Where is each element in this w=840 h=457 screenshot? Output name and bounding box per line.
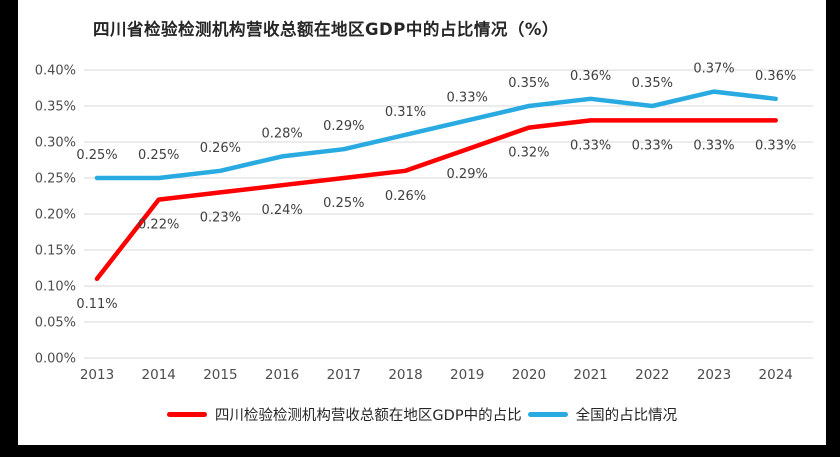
data-label-series-0: 0.33% (570, 138, 611, 153)
legend-line-sample-blue (527, 412, 568, 417)
x-tick-label: 2017 (327, 367, 361, 383)
x-tick-label: 2021 (573, 367, 607, 383)
series-line-0 (94, 118, 778, 282)
x-tick-label: 2019 (450, 367, 484, 383)
x-tick-label: 2014 (142, 367, 176, 383)
data-label-series-1: 0.35% (632, 76, 673, 91)
x-tick-label: 2023 (697, 367, 731, 383)
y-tick-label: 0.15% (35, 244, 76, 259)
data-label-series-1: 0.31% (385, 105, 426, 120)
x-tick-label: 2015 (203, 367, 237, 383)
x-tick-label: 2016 (265, 367, 299, 383)
legend: 四川检验检测机构营收总额在地区GDP中的占比 全国的占比情况 (18, 404, 826, 425)
y-tick-label: 0.05% (35, 316, 76, 331)
legend-item-sichuan: 四川检验检测机构营收总额在地区GDP中的占比 (166, 404, 522, 425)
x-tick-label: 2018 (388, 367, 422, 383)
data-label-series-0: 0.23% (200, 210, 241, 225)
chart-title: 四川省检验检测机构营收总额在地区GDP中的占比情况（%） (93, 20, 559, 39)
y-tick-label: 0.25% (35, 172, 76, 187)
y-tick-label: 0.00% (35, 352, 76, 367)
x-tick-label: 2024 (759, 367, 793, 383)
y-tick-label: 0.35% (35, 100, 76, 115)
data-label-series-0: 0.33% (755, 138, 796, 153)
data-label-series-1: 0.36% (570, 69, 611, 84)
y-tick-label: 0.40% (35, 64, 76, 79)
data-label-series-1: 0.36% (755, 69, 796, 84)
data-label-series-1: 0.33% (447, 90, 488, 105)
data-label-series-1: 0.28% (261, 126, 302, 141)
legend-item-national: 全国的占比情况 (527, 404, 678, 425)
y-tick-label: 0.10% (35, 280, 76, 295)
data-label-series-0: 0.29% (447, 167, 488, 182)
legend-label-national: 全国的占比情况 (575, 408, 678, 424)
x-tick-label: 2020 (512, 367, 546, 383)
legend-line-sample-red (166, 412, 207, 417)
data-label-series-0: 0.32% (508, 146, 549, 161)
data-label-series-0: 0.33% (693, 138, 734, 153)
y-tick-label: 0.30% (35, 136, 76, 151)
data-label-series-1: 0.29% (323, 119, 364, 134)
data-label-series-1: 0.35% (508, 76, 549, 91)
data-label-series-0: 0.24% (261, 203, 302, 218)
data-label-series-1: 0.25% (138, 148, 179, 163)
plot-area: 0.00%0.05%0.10%0.15%0.20%0.25%0.30%0.35%… (35, 62, 813, 383)
data-label-series-1: 0.26% (200, 141, 241, 156)
data-label-series-1: 0.37% (693, 62, 734, 77)
y-tick-label: 0.20% (35, 208, 76, 223)
x-tick-label: 2022 (635, 367, 669, 383)
data-label-series-0: 0.25% (323, 196, 364, 211)
data-label-series-0: 0.26% (385, 189, 426, 204)
x-tick-label: 2013 (80, 367, 114, 383)
data-label-series-0: 0.22% (138, 218, 179, 233)
chart-canvas: 四川省检验检测机构营收总额在地区GDP中的占比情况（%） 0.00% 0.05% 0… (18, 0, 826, 445)
legend-label-sichuan: 四川检验检测机构营收总额在地区GDP中的占比 (214, 408, 522, 424)
series-line-1 (94, 89, 778, 181)
data-label-series-0: 0.33% (632, 138, 673, 153)
data-label-series-0: 0.11% (76, 297, 117, 312)
data-label-series-1: 0.25% (76, 148, 117, 163)
